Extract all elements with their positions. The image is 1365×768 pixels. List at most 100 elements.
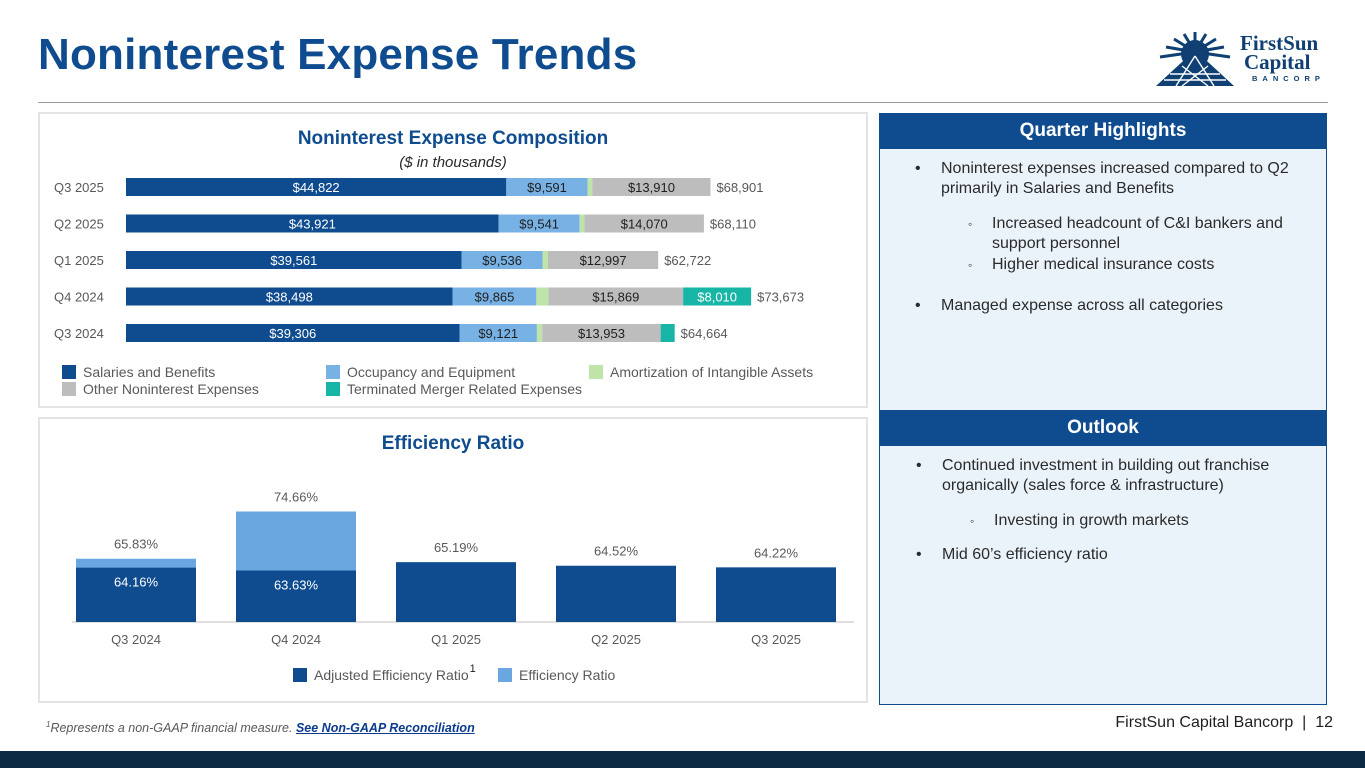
adjusted-efficiency-bar	[236, 570, 356, 622]
bar-segment	[587, 178, 593, 196]
total-label: $64,664	[681, 326, 728, 341]
efficiency-bar	[396, 562, 516, 622]
composition-panel: Noninterest Expense Composition ($ in th…	[38, 112, 868, 408]
x-tick-label: Q3 2024	[111, 632, 161, 647]
data-label: $9,541	[519, 217, 559, 232]
data-label: $38,498	[266, 290, 313, 305]
bar-segment	[498, 214, 580, 233]
total-label: $68,901	[716, 180, 763, 195]
x-tick-label: Q1 2025	[431, 632, 481, 647]
efficiency-chart: 64.16% 65.83% Q3 2024 63.63% 74.66% Q4 2024 65…	[72, 490, 854, 647]
bullet-text: Mid 60’s efficiency ratio	[942, 546, 1108, 563]
legend-item-amortization: Amortization of Intangible Assets	[589, 364, 813, 380]
bar-segment	[584, 214, 704, 233]
legend-item-adjusted: Adjusted Efficiency Ratio 1	[293, 663, 476, 683]
bar-segment	[579, 214, 585, 233]
legend-swatch	[589, 365, 603, 379]
data-label: $12,997	[580, 253, 627, 268]
bar-segment	[126, 287, 453, 306]
legend-label: Adjusted Efficiency Ratio	[314, 667, 469, 683]
bar-segment	[126, 324, 460, 342]
total-label: $73,673	[757, 290, 804, 305]
outlook-header: Outlook	[879, 410, 1327, 446]
legend-item-efficiency: Efficiency Ratio	[498, 667, 615, 683]
bar-segment	[461, 251, 543, 269]
composition-chart-title: Noninterest Expense Composition	[297, 128, 609, 149]
bar-segment	[660, 324, 675, 342]
logo-text-line1: FirstSun	[1240, 31, 1319, 55]
legend-item-salaries: Salaries and Benefits	[62, 364, 215, 380]
x-tick-label: Q4 2024	[271, 632, 321, 647]
footnote-text: Represents a non-GAAP financial measure.	[50, 721, 293, 736]
legend-swatch	[62, 382, 76, 396]
data-label: $13,953	[578, 326, 625, 341]
bullet-text: Noninterest expenses increased compared …	[941, 160, 1289, 197]
legend-label: Terminated Merger Related Expenses	[347, 381, 583, 397]
data-label: $14,070	[621, 217, 668, 232]
legend-swatch	[326, 365, 340, 379]
bullet-text: Managed expense across all categories	[941, 297, 1223, 314]
bar-segment	[683, 287, 752, 306]
efficiency-value-label: 64.52%	[594, 544, 639, 559]
highlight-subbullet: ◦ Increased headcount of C&I bankers and …	[968, 215, 1283, 252]
efficiency-bar	[556, 565, 676, 622]
x-tick-label: Q2 2025	[591, 632, 641, 647]
bar-segment	[506, 178, 588, 196]
logo-text-line3: BANCORP	[1252, 74, 1325, 83]
adjusted-efficiency-bar	[76, 567, 196, 622]
legend-footnote-mark: 1	[469, 663, 476, 675]
data-label: $15,869	[592, 290, 639, 305]
bar-segment	[542, 251, 548, 269]
data-label: $39,306	[269, 326, 316, 341]
bar-segment	[542, 324, 661, 342]
legend-label: Occupancy and Equipment	[347, 364, 516, 380]
efficiency-value-label: 64.22%	[754, 545, 799, 560]
outlook-bullet: • Continued investment in building out fr…	[916, 457, 1270, 494]
bar-segment	[547, 251, 659, 269]
bar-segment	[536, 324, 543, 342]
efficiency-bar	[716, 567, 836, 622]
category-label: Q3 2025	[54, 180, 104, 195]
composition-legend: Salaries and Benefits Occupancy and Equi…	[40, 362, 866, 402]
data-label: $9,865	[475, 290, 515, 305]
page-title: Noninterest Expense Trends	[38, 30, 638, 79]
sunburst-logo-icon	[1156, 32, 1234, 87]
highlight-bullet: • Noninterest expenses increased compared…	[915, 160, 1289, 197]
composition-chart-subtitle: ($ in thousands)	[399, 154, 507, 171]
highlights-body: • Noninterest expenses increased compared…	[879, 149, 1327, 411]
page-number: FirstSun Capital Bancorp | 12	[1115, 714, 1333, 731]
highlight-subbullet: ◦ Higher medical insurance costs	[968, 256, 1215, 273]
legend-swatch	[293, 668, 307, 682]
legend-swatch	[326, 382, 340, 396]
total-label: $68,110	[710, 217, 756, 232]
footnote: 1Represents a non-GAAP financial measure…	[46, 720, 475, 735]
adjusted-value-label: 64.16%	[114, 575, 159, 590]
efficiency-legend: Adjusted Efficiency Ratio 1 Efficiency Ra…	[40, 663, 866, 687]
data-label: $39,561	[270, 253, 317, 268]
bullet-text: Continued investment in building out fra…	[942, 457, 1270, 494]
bar-segment	[126, 251, 462, 269]
category-label: Q2 2025	[54, 217, 104, 232]
category-label: Q4 2024	[54, 290, 104, 305]
category-label: Q1 2025	[54, 253, 104, 268]
legend-label: Efficiency Ratio	[519, 667, 616, 683]
efficiency-value-label: 65.19%	[434, 540, 479, 555]
legend-label: Other Noninterest Expenses	[83, 381, 259, 397]
highlights-header: Quarter Highlights	[879, 113, 1327, 149]
x-tick-label: Q3 2025	[751, 632, 801, 647]
bar-segment	[452, 287, 537, 306]
legend-item-other: Other Noninterest Expenses	[62, 381, 259, 397]
title-divider	[38, 102, 1328, 103]
company-logo: FirstSun Capital BANCORP	[1152, 30, 1332, 90]
logo-text-line2: Capital	[1244, 50, 1311, 74]
subbullet-text: Investing in growth markets	[994, 512, 1189, 529]
data-label: $44,822	[293, 180, 340, 195]
subbullet-text: Higher medical insurance costs	[992, 256, 1215, 273]
efficiency-value-label: 74.66%	[274, 490, 319, 505]
category-label: Q3 2024	[54, 326, 104, 341]
data-label: $9,121	[478, 326, 518, 341]
legend-label: Salaries and Benefits	[83, 364, 216, 380]
data-label: $9,591	[527, 180, 567, 195]
non-gaap-reconciliation-link[interactable]: See Non-GAAP Reconciliation	[295, 721, 475, 736]
total-label: $62,722	[664, 253, 711, 268]
